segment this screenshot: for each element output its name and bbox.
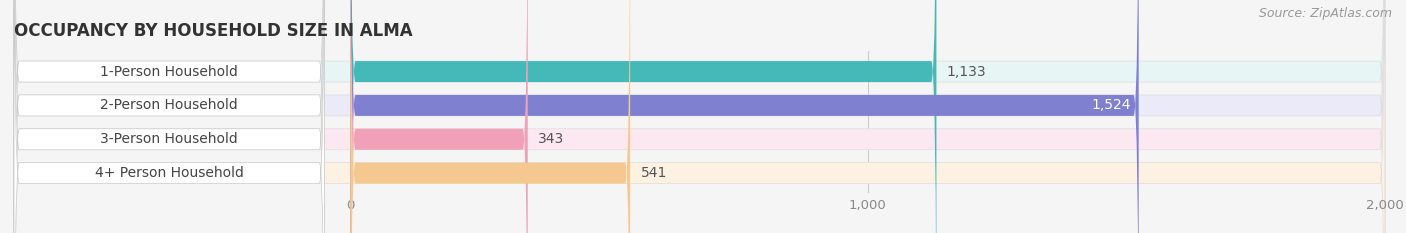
Text: 2-Person Household: 2-Person Household (100, 98, 238, 112)
Text: 343: 343 (538, 132, 564, 146)
FancyBboxPatch shape (14, 0, 1385, 233)
FancyBboxPatch shape (350, 0, 936, 233)
FancyBboxPatch shape (14, 0, 325, 233)
FancyBboxPatch shape (14, 0, 1385, 233)
FancyBboxPatch shape (350, 0, 630, 233)
Text: 4+ Person Household: 4+ Person Household (94, 166, 243, 180)
Text: 1,524: 1,524 (1091, 98, 1130, 112)
FancyBboxPatch shape (14, 0, 1385, 233)
Text: 1-Person Household: 1-Person Household (100, 65, 238, 79)
FancyBboxPatch shape (14, 0, 325, 233)
FancyBboxPatch shape (14, 0, 325, 233)
FancyBboxPatch shape (14, 0, 325, 233)
Text: 1,133: 1,133 (946, 65, 987, 79)
FancyBboxPatch shape (350, 0, 527, 233)
Text: 541: 541 (641, 166, 666, 180)
FancyBboxPatch shape (350, 0, 1139, 233)
FancyBboxPatch shape (14, 0, 1385, 233)
Text: OCCUPANCY BY HOUSEHOLD SIZE IN ALMA: OCCUPANCY BY HOUSEHOLD SIZE IN ALMA (14, 22, 413, 40)
Text: 3-Person Household: 3-Person Household (100, 132, 238, 146)
Text: Source: ZipAtlas.com: Source: ZipAtlas.com (1258, 7, 1392, 20)
